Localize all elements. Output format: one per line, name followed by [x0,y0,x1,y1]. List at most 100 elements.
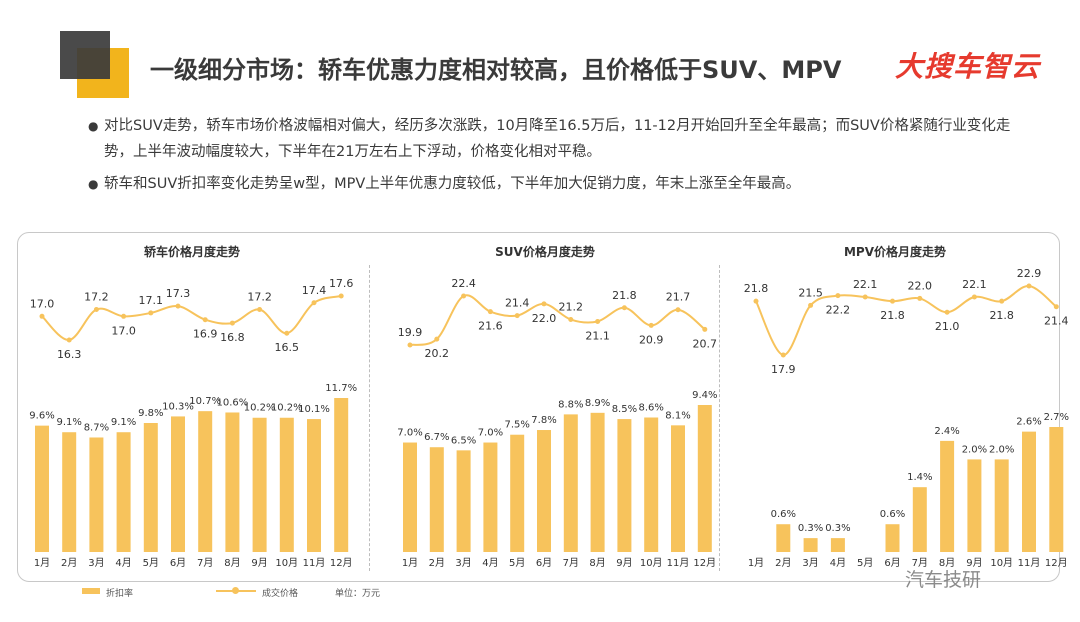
bar [830,538,845,552]
x-tick-label: 7月 [563,557,579,569]
price-label: 22.0 [908,279,933,292]
price-point [257,307,263,313]
price-label: 16.5 [275,341,300,354]
x-tick-label: 12月 [330,557,353,569]
bar [885,524,900,552]
bar-label: 8.8% [558,399,583,410]
price-label: 20.7 [693,337,718,350]
x-tick-label: 12月 [1045,557,1068,569]
price-label: 21.8 [612,289,637,302]
bar [62,432,77,552]
x-tick-label: 5月 [509,557,525,569]
price-point [487,309,493,315]
price-point [175,303,181,309]
x-tick-label: 11月 [303,557,326,569]
bar [590,412,605,552]
x-tick-label: 4月 [830,557,846,569]
price-label: 17.9 [771,363,796,376]
price-point [1026,283,1032,289]
bar-label: 10.1% [298,404,330,415]
bar [803,538,818,552]
brand-logo: 大搜车智云 [895,50,1041,83]
price-label: 20.2 [425,347,450,360]
bar [35,425,49,552]
x-tick-label: 2月 [61,557,77,569]
price-label: 17.1 [139,294,164,307]
price-point [1053,304,1059,310]
price-label: 22.1 [853,278,878,291]
chart-title: 轿车价格月度走势 [144,244,240,259]
chart-title: SUV价格月度走势 [495,244,595,259]
bar [967,459,982,552]
bullet-dot-icon: ● [88,119,99,133]
price-label: 20.9 [639,333,664,346]
bar [697,405,712,552]
legend-bar-swatch [82,588,100,594]
price-label: 21.8 [880,309,905,322]
bar [198,411,213,552]
bar [537,430,551,552]
x-tick-label: 10月 [990,557,1013,569]
bar [483,442,498,552]
price-point [229,320,235,326]
bar [563,414,578,552]
bar [940,440,955,552]
bar [171,416,185,552]
price-label: 21.8 [744,282,769,295]
price-point [434,336,440,342]
price-point [835,293,841,299]
bar-label: 10.2% [271,403,303,414]
bar [617,419,632,552]
x-tick-label: 6月 [884,557,900,569]
x-tick-label: 11月 [667,557,690,569]
legend-line-label: 成交价格 [262,589,299,599]
x-tick-label: 3月 [88,557,104,569]
price-label: 21.4 [505,297,530,310]
price-label: 22.2 [826,304,851,317]
bar [403,442,417,552]
bar-label: 2.4% [934,426,959,437]
price-point [148,310,154,316]
price-point [890,298,895,304]
price-point [461,293,467,299]
bar-label: 9.8% [138,408,163,419]
bar-label: 2.6% [1016,417,1041,428]
price-point [93,307,99,313]
bar [456,450,471,552]
price-label: 17.2 [247,291,272,304]
bar-label: 8.5% [612,404,637,415]
bar-label: 0.6% [880,509,905,520]
x-tick-label: 6月 [170,557,186,569]
price-point [338,293,344,299]
x-tick-label: 1月 [34,557,50,569]
bar-label: 7.0% [397,428,422,439]
price-point [702,326,708,332]
bar-label: 9.1% [111,417,136,428]
price-label: 21.1 [585,329,610,342]
bar-label: 8.6% [638,403,663,414]
bar [116,432,131,552]
bar [334,398,349,552]
price-label: 17.4 [302,284,327,297]
price-label: 22.1 [962,278,987,291]
x-tick-label: 2月 [429,557,445,569]
x-tick-label: 1月 [748,557,764,569]
bar [994,459,1009,552]
price-label: 22.9 [1017,267,1042,280]
bar [252,417,267,552]
x-tick-label: 5月 [143,557,159,569]
x-tick-label: 11月 [1018,557,1041,569]
x-tick-label: 9月 [616,557,632,569]
bar-label: 0.3% [798,523,823,534]
price-label: 17.3 [166,287,191,300]
logo-square-dark [60,31,110,79]
price-point [541,301,547,307]
price-point [595,318,601,324]
price-label: 16.3 [57,348,82,361]
bar-label: 6.5% [451,435,476,446]
price-point [944,309,950,315]
bar-label: 10.6% [217,397,249,408]
watermark: 汽车技研 [905,569,982,591]
price-label: 21.7 [666,291,691,304]
price-point [284,330,290,336]
